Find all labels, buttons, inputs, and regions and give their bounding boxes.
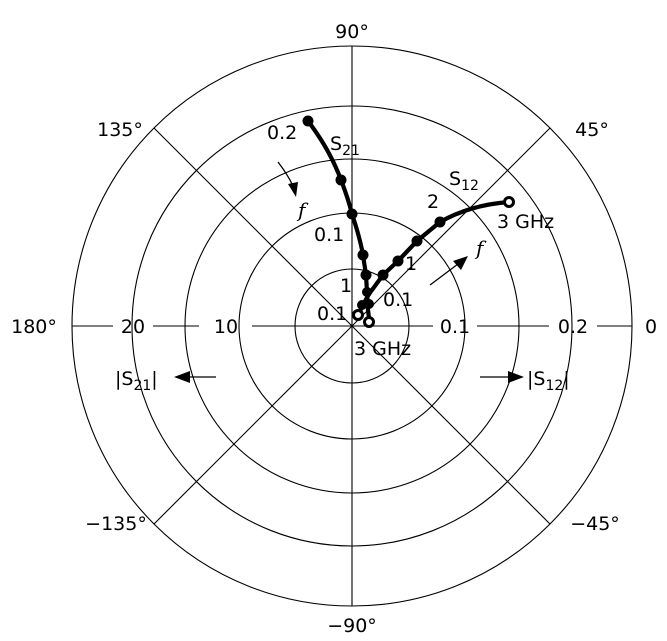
s21-point [335,174,347,186]
s21-trace-name: S21 [330,133,360,159]
s12-point [434,216,446,228]
s12-label-two: 2 [427,191,439,213]
s12-trace [352,196,515,321]
s21-freq-arrow-head [288,182,298,197]
s12-label-low: 0.1 [383,289,413,311]
s12-point [377,269,389,281]
s21-label-outer: 0.2 [267,122,297,144]
s12-scale-label-outer: 0.2 [558,316,588,338]
spoke-diag-45 [153,127,551,525]
s12-freq-arrow-head [453,256,468,270]
s21-freq-arrow-line [277,161,294,187]
s21-scale-axis-label: |S21| [115,368,216,394]
angle-labels: 90° 45° 135° 180° 0 −45° −135° −90° [11,21,657,637]
angle-label-180: 180° [11,316,57,338]
s12-point [411,235,423,247]
s21-point [357,249,369,261]
s21-label-end: 3 GHz [354,338,411,360]
angle-label-minus-90: −90° [327,615,377,637]
s12-labels: S12 2 1 0.1 3 GHz f [383,168,554,311]
angle-label-90: 90° [335,21,369,43]
s21-endpoint [363,316,375,328]
s21-label-middle: 0.1 [314,224,344,246]
angle-label-45: 45° [575,119,609,141]
s12-endpoint [503,196,515,208]
s12-scale-label-inner: 0.1 [440,316,470,338]
polar-grid-spokes [72,46,632,606]
s21-scale-label-outer: 20 [121,316,145,338]
s12-freq-label: f [474,236,487,260]
s12-trace-name: S12 [449,168,479,194]
s12-endpoint-start [352,309,364,321]
s21-labels: S21 0.2 0.1 1 0.1 3 GHz f [267,122,411,360]
s21-freq-label: f [296,198,309,222]
s21-point [346,208,358,220]
angle-label-minus-45: −45° [570,513,620,535]
angle-label-0: 0 [645,316,657,338]
s21-point [360,269,372,281]
s12-freq-arrow-line [429,263,459,286]
s21-scale-arrow-head [174,371,190,383]
s21-label-low: 0.1 [317,303,347,325]
s21-trace [302,115,375,328]
radial-scale-labels: 20 10 0.1 0.2 [121,316,588,338]
s21-magnitude-label: |S21| [115,368,158,394]
s12-label-one: 1 [405,253,417,275]
s21-scale-label-inner: 10 [214,316,238,338]
s21-point [302,115,314,127]
s21-label-one: 1 [340,275,352,297]
s12-scale-axis-label: |S12| [480,368,570,394]
s12-point [357,300,367,310]
angle-label-minus-135: −135° [85,513,147,535]
s12-point [392,255,404,267]
s12-scale-arrow-head [508,371,524,383]
s12-magnitude-label: |S12| [527,368,570,394]
s12-label-end: 3 GHz [497,211,554,233]
angle-label-135: 135° [97,119,143,141]
